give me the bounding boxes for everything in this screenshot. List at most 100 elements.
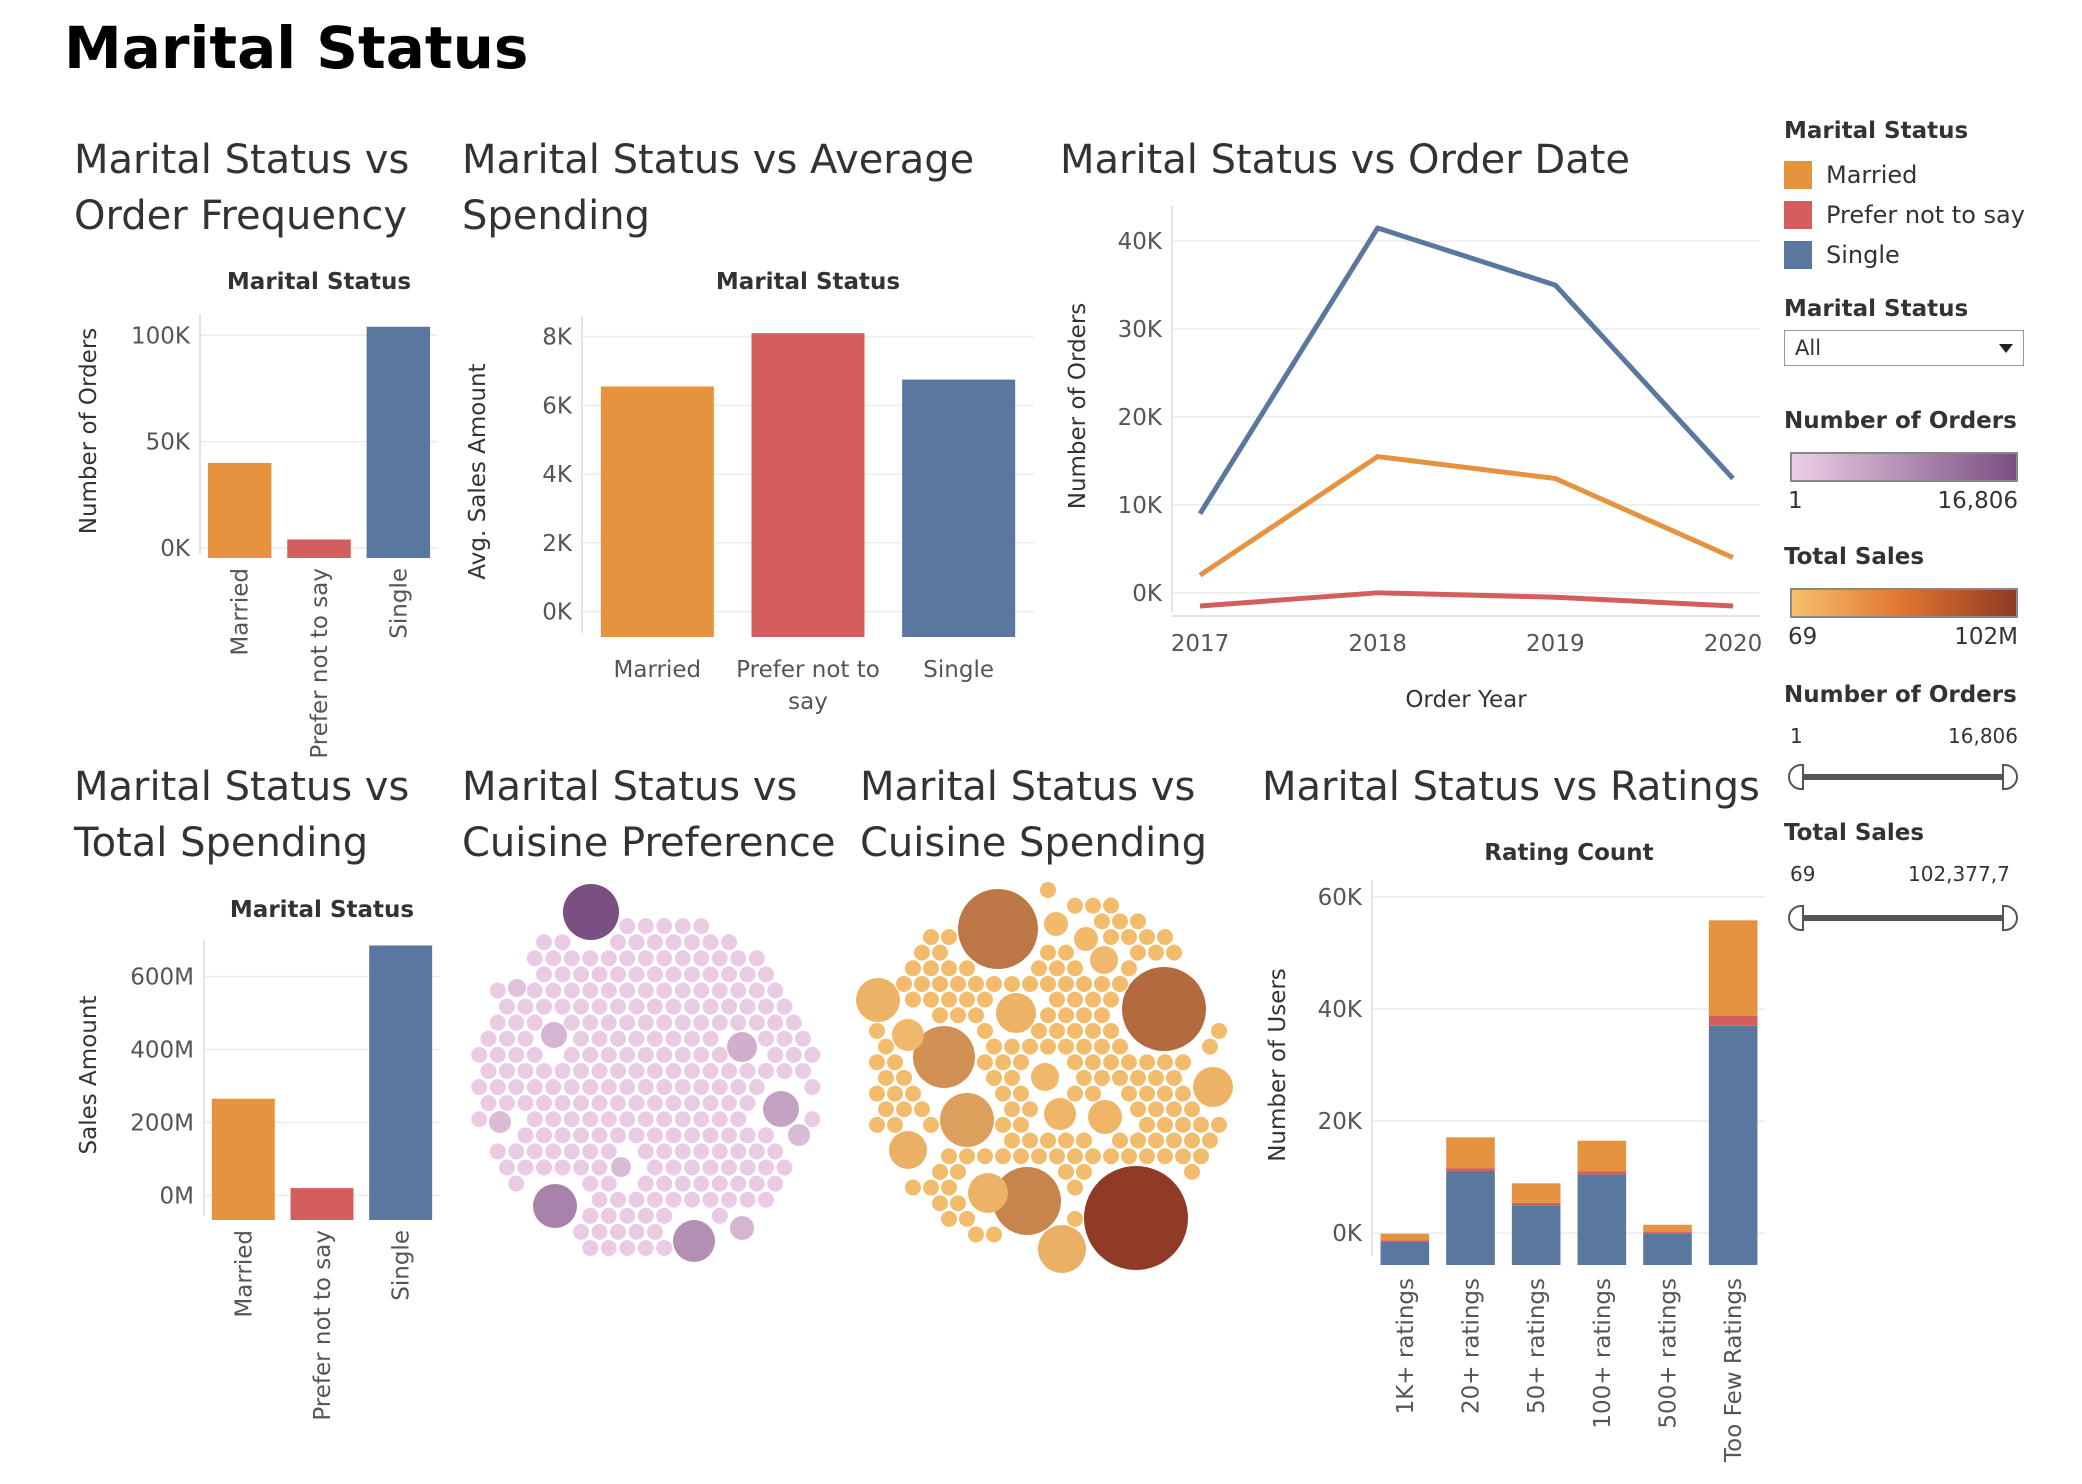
cuisine-preference-bubble — [683, 1094, 701, 1113]
cuisine-spending-bubble — [994, 1053, 1012, 1072]
cuisine-spending-bubble — [1012, 1053, 1030, 1072]
cuisine-spending-bubble — [1138, 927, 1156, 946]
cuisine-preference-bubble — [720, 1190, 738, 1209]
cuisine-preference-bubble — [747, 1078, 766, 1097]
cuisine-preference-bubble — [581, 1110, 600, 1129]
cuisine-spending-bubble — [1165, 943, 1183, 962]
cuisine-spending-bubble — [1084, 1166, 1188, 1270]
cuisine-preference-bubble — [673, 949, 692, 968]
cuisine-preference-bubble — [636, 1045, 655, 1064]
cuisine-preference-bubble — [488, 1078, 507, 1097]
cuisine-preference-bubble — [479, 1029, 498, 1048]
cuisine-spending-bubble — [1066, 959, 1084, 978]
cuisine-spending-bubble — [958, 1147, 976, 1166]
legend-item-married[interactable]: Married — [1784, 158, 1917, 192]
cuisine-spending-bubble — [1093, 1037, 1111, 1056]
sales-slider-min-handle[interactable] — [1788, 905, 1804, 931]
sales-ramp-max: 102M — [1954, 624, 2018, 650]
cuisine-preference-bubble — [646, 1126, 664, 1145]
cuisine-preference-bubble — [757, 997, 775, 1016]
cuisine-spending-bubble — [892, 1019, 924, 1051]
frequency-bar-married — [207, 462, 272, 558]
cuisine-preference-bubble — [581, 1078, 600, 1097]
cuisine-spending-bubble — [940, 1209, 958, 1228]
cuisine-spending-bubble — [1165, 1068, 1183, 1087]
legend-title: Marital Status — [1784, 118, 1969, 144]
orders-range-slider[interactable] — [1798, 774, 2008, 780]
ratings-bar-500-ratings-prefer-not-to-say — [1643, 1232, 1692, 1234]
cuisine-spending-bubble — [1120, 1147, 1138, 1166]
frequency-bar-single — [366, 326, 431, 558]
cuisine-spending-bubble — [1111, 912, 1129, 931]
cuisine-spending-bubble — [949, 974, 967, 993]
order_date-y-tick-label: 20K — [1118, 405, 1163, 431]
ratings-bar-too-few-ratings-prefer-not-to-say — [1708, 1015, 1758, 1026]
sales-slider-max-handle[interactable] — [2002, 905, 2018, 931]
cuisine-preference-bubble — [683, 1190, 701, 1209]
order_date-series-line-married — [1198, 454, 1735, 578]
cuisine-preference-bubble — [627, 1029, 646, 1048]
order_date-y-tick-label: 40K — [1118, 229, 1163, 255]
sales-range-slider[interactable] — [1798, 915, 2008, 921]
legend-item-prefer-not-to-say[interactable]: Prefer not to say — [1784, 198, 2025, 232]
cuisine-spending-bubble — [1093, 974, 1111, 993]
cuisine-preference-bubble — [757, 965, 775, 984]
cuisine-spending-bubble — [1003, 974, 1021, 993]
orders-slider-max-handle[interactable] — [2002, 764, 2018, 790]
cuisine-preference-bubble — [590, 1126, 609, 1145]
cuisine-spending-bubble — [1012, 1115, 1030, 1134]
cuisine-spending-bubble — [1048, 1021, 1066, 1040]
cuisine-spending-bubble — [904, 1178, 922, 1197]
cuisine-preference-bubble — [498, 1029, 516, 1048]
cuisine-preference-bubble — [563, 884, 619, 940]
cuisine-preference-bubble — [701, 1126, 720, 1145]
cuisine-preference-bubble — [692, 1142, 711, 1161]
marital-status-filter-select[interactable]: All — [1784, 330, 2024, 366]
cuisine-preference-bubble — [636, 1013, 655, 1032]
cuisine-preference-bubble — [763, 1091, 799, 1127]
cuisine-spending-bubble — [1057, 974, 1075, 993]
frequency-y-tick-label: 50K — [146, 430, 191, 456]
cuisine-preference-bubble — [683, 1158, 701, 1177]
cuisine-preference-bubble — [710, 1013, 729, 1032]
cuisine-spending-bubble — [1102, 896, 1120, 915]
cuisine-spending-bubble — [940, 1147, 958, 1166]
cuisine-spending-bubble — [976, 1021, 994, 1040]
cuisine-preference-bubble — [636, 1174, 655, 1193]
cuisine-spending-bubble — [1156, 1147, 1174, 1166]
cuisine-preference-bubble — [664, 1061, 683, 1080]
total-y-axis-title: Sales Amount — [76, 996, 102, 1155]
cuisine-spending-bubble — [1174, 1084, 1192, 1103]
cuisine-preference-bubble — [803, 1078, 822, 1097]
cuisine-preference-bubble — [627, 1094, 646, 1113]
cuisine-preference-bubble — [720, 1094, 738, 1113]
cuisine-preference-bubble — [611, 1157, 631, 1177]
total-bar-single — [369, 945, 433, 1220]
ratings-bar-500-ratings-single — [1643, 1233, 1692, 1265]
cuisine-preference-bubble — [590, 1029, 609, 1048]
cuisine-spending-bubble — [940, 1178, 958, 1197]
cuisine-spending-bubble — [1138, 1053, 1156, 1072]
cuisine-preference-bubble — [636, 949, 655, 968]
cuisine-spending-bubble — [1093, 1006, 1111, 1025]
cuisine-spending-bubble — [949, 1006, 967, 1025]
cuisine-preference-bubble — [646, 997, 664, 1016]
orders-slider-min-handle[interactable] — [1788, 764, 1804, 790]
cuisine-preference-bubble — [775, 1061, 794, 1080]
cuisine-preference-bubble — [470, 1078, 489, 1097]
cuisine-spending-bubble — [994, 1147, 1012, 1166]
cuisine-preference-bubble — [581, 1174, 600, 1193]
cuisine-spending-bubble — [968, 1173, 1008, 1213]
cuisine-preference-bubble — [636, 917, 655, 936]
cuisine-spending-bubble — [1183, 1131, 1201, 1150]
cuisine-preference-bubble — [775, 997, 794, 1016]
cuisine-spending-bubble — [868, 1084, 886, 1103]
ratings-y-tick-label: 0K — [1332, 1221, 1363, 1247]
cuisine-preference-bubble — [664, 1094, 683, 1113]
cuisine-preference-bubble — [544, 1078, 563, 1097]
cuisine-spending-bubble — [985, 974, 1003, 993]
ratings-x-tick-label: Too Few Ratings — [1721, 1278, 1747, 1463]
legend-item-single[interactable]: Single — [1784, 238, 1900, 272]
cuisine-preference-bubble — [664, 1190, 683, 1209]
